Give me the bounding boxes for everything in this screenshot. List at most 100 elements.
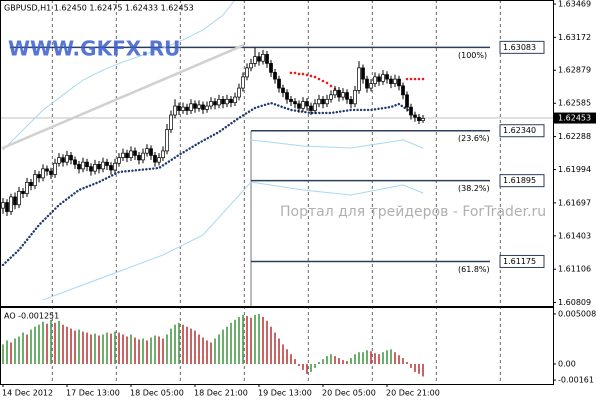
- candle-body: [269, 63, 273, 73]
- candle-body: [33, 174, 37, 187]
- sar-dot: [329, 84, 333, 88]
- candle-body: [141, 152, 145, 161]
- candle-body: [401, 85, 405, 96]
- candle-body: [25, 181, 29, 194]
- candle-body: [413, 114, 417, 118]
- fib-box: [499, 174, 545, 188]
- candle-body: [69, 155, 73, 161]
- candle-body: [233, 96, 237, 104]
- candle-body: [57, 157, 61, 164]
- candle-body: [85, 161, 89, 167]
- candle-body: [209, 101, 213, 107]
- header: GBPUSD,H1 1.62450 1.62475 1.62433 1.6245…: [4, 4, 194, 13]
- candle-body: [37, 174, 41, 179]
- x-tick-label: 14 Dec 2012: [2, 389, 53, 398]
- sar-dot: [413, 77, 417, 81]
- candle-body: [249, 63, 253, 69]
- fib-level-label: (100%): [458, 51, 487, 60]
- candle-body: [177, 105, 181, 111]
- candle-body: [205, 105, 209, 110]
- candle-body: [97, 164, 101, 170]
- candle-body: [329, 94, 333, 100]
- candle-body: [365, 78, 369, 89]
- candle-body: [309, 105, 313, 111]
- candle-body: [301, 101, 305, 109]
- candle-body: [241, 76, 245, 89]
- candle-body: [245, 67, 249, 78]
- candle-body: [77, 164, 81, 170]
- fib-box: [499, 40, 545, 54]
- sar-dot: [297, 72, 301, 76]
- ao-tick-label: -0.00161: [558, 376, 594, 385]
- candle-body: [357, 67, 361, 91]
- candle-body: [221, 98, 225, 105]
- candle-body: [377, 76, 381, 82]
- candle-body: [405, 94, 409, 108]
- indicator-line: [42, 181, 424, 301]
- indicator-line: [1, 101, 413, 267]
- y-tick-label: 1.62288: [558, 132, 591, 141]
- candle-body: [281, 87, 285, 93]
- candle-body: [225, 98, 229, 105]
- candle-body: [189, 103, 193, 111]
- indicator-line: [1, 44, 245, 150]
- sar-dot: [325, 81, 329, 85]
- candle-body: [1, 202, 5, 209]
- last-price-label: 1.62453: [558, 114, 591, 123]
- candle-body: [297, 103, 301, 109]
- candle-body: [21, 190, 25, 194]
- sar-dot: [305, 73, 309, 77]
- candle-body: [65, 155, 69, 163]
- watermark-2: Портал для трейдеров - ForTrader.ru: [280, 204, 546, 220]
- y-tick-label: 1.63172: [558, 33, 591, 42]
- candle-body: [317, 98, 321, 105]
- candle-body: [337, 89, 341, 98]
- candle-body: [157, 157, 161, 163]
- fib-price-label: 1.61175: [503, 257, 536, 266]
- candle-body: [41, 168, 45, 179]
- candle-body: [349, 98, 353, 105]
- candle-body: [321, 98, 325, 105]
- indicator-line: [250, 139, 424, 149]
- fib-price-label: 1.63083: [503, 43, 536, 52]
- candle-body: [261, 54, 265, 62]
- x-tick-label: 18 Dec 05:00: [130, 389, 184, 398]
- candle-body: [293, 101, 297, 105]
- candle-body: [417, 116, 421, 121]
- candle-body: [333, 89, 337, 96]
- sar-dot: [301, 72, 305, 76]
- candle-body: [257, 56, 261, 62]
- candle-body: [313, 103, 317, 111]
- candle-body: [81, 161, 85, 170]
- candle-body: [61, 157, 65, 163]
- candle-body: [5, 202, 9, 212]
- candle-body: [149, 148, 153, 156]
- x-tick-label: 17 Dec 13:00: [66, 389, 120, 398]
- candle-body: [193, 103, 197, 109]
- sar-dot: [321, 79, 325, 83]
- candle-body: [117, 157, 121, 164]
- candle-body: [105, 161, 109, 166]
- fib-level-label: (61.8%): [458, 265, 490, 274]
- candle-body: [325, 98, 329, 105]
- candle-body: [173, 105, 177, 116]
- candle-body: [29, 181, 33, 187]
- candle-body: [49, 170, 53, 175]
- sar-dot: [405, 77, 409, 81]
- sar-dot: [409, 77, 413, 81]
- candle-body: [133, 150, 137, 156]
- candle-body: [113, 162, 117, 171]
- candle-body: [373, 76, 377, 84]
- candle-body: [109, 165, 113, 171]
- candle-body: [361, 67, 365, 80]
- candle-body: [17, 190, 21, 206]
- candle-body: [217, 98, 221, 106]
- candle-body: [277, 78, 281, 89]
- candle-body: [341, 92, 345, 98]
- y-tick-label: 1.61994: [558, 165, 591, 174]
- candle-body: [121, 152, 125, 159]
- sar-dot: [421, 77, 425, 81]
- candle-body: [45, 168, 49, 172]
- y-tick-label: 1.63469: [558, 0, 591, 9]
